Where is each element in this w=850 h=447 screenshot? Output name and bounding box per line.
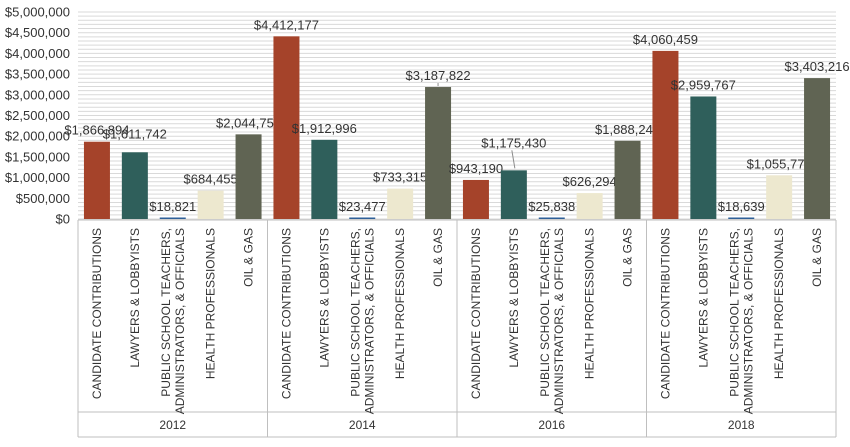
bar <box>121 152 148 219</box>
y-tick-label: $4,000,000 <box>5 46 70 61</box>
data-label: $4,412,177 <box>254 17 319 32</box>
category-label: LAWYERS & LOBBYISTS <box>128 228 142 368</box>
data-label: $626,294 <box>563 174 617 189</box>
category-label: LAWYERS & LOBBYISTS <box>317 228 331 368</box>
data-label: $1,611,742 <box>103 127 167 142</box>
category-label: ADMINISTRATORS, & OFFICIALS <box>362 228 376 414</box>
category-label: LAWYERS & LOBBYISTS <box>696 228 710 368</box>
bar <box>500 170 527 219</box>
category-label: OIL & GAS <box>431 228 445 287</box>
data-label: $18,821 <box>149 199 196 214</box>
data-label: $18,639 <box>718 199 765 214</box>
data-label: $2,959,767 <box>671 77 736 92</box>
data-label: $943,190 <box>449 161 503 176</box>
category-label: PUBLIC SCHOOL TEACHERS, <box>727 228 741 397</box>
bar <box>387 188 414 219</box>
bar <box>538 217 565 219</box>
category-label: OIL & GAS <box>810 228 824 287</box>
category-label: OIL & GAS <box>242 228 256 287</box>
y-tick-label: $1,500,000 <box>5 149 70 164</box>
category-label: CANDIDATE CONTRIBUTIONS <box>90 228 104 399</box>
category-label: OIL & GAS <box>621 228 635 287</box>
y-tick-label: $5,000,000 <box>5 5 70 20</box>
y-tick-label: $2,000,000 <box>5 129 70 144</box>
group-label-year: 2014 <box>349 418 376 432</box>
category-label: HEALTH PROFESSIONALS <box>204 228 218 379</box>
data-label: $23,477 <box>339 199 386 214</box>
bar <box>766 175 793 219</box>
data-label: $4,060,459 <box>633 32 698 47</box>
y-tick-label: $0 <box>56 212 70 227</box>
group-label-year: 2012 <box>159 418 186 432</box>
data-label: $2,044,754 <box>216 115 281 130</box>
y-tick-label: $4,500,000 <box>5 25 70 40</box>
data-label: $684,455 <box>184 172 238 187</box>
y-tick-label: $2,500,000 <box>5 108 70 123</box>
bar <box>690 96 717 219</box>
bar <box>576 193 603 219</box>
data-label: $1,888,243 <box>595 122 660 137</box>
bar <box>159 217 186 219</box>
category-label: PUBLIC SCHOOL TEACHERS, <box>538 228 552 397</box>
category-label: CANDIDATE CONTRIBUTIONS <box>279 228 293 399</box>
data-label: $3,403,216 <box>785 59 850 74</box>
category-label: ADMINISTRATORS, & OFFICIALS <box>552 228 566 414</box>
category-label: HEALTH PROFESSIONALS <box>583 228 597 379</box>
group-label-year: 2016 <box>538 418 565 432</box>
category-label: CANDIDATE CONTRIBUTIONS <box>469 228 483 399</box>
bar <box>349 217 376 219</box>
data-label: $1,866,894 <box>64 123 129 138</box>
category-label: PUBLIC SCHOOL TEACHERS, <box>159 228 173 397</box>
y-tick-label: $3,500,000 <box>5 67 70 82</box>
y-tick-label: $3,000,000 <box>5 87 70 102</box>
bar <box>728 217 755 219</box>
bar <box>83 141 110 219</box>
bar <box>197 190 224 219</box>
category-label: HEALTH PROFESSIONALS <box>772 228 786 379</box>
bar <box>462 179 489 219</box>
category-label: ADMINISTRATORS, & OFFICIALS <box>741 228 755 414</box>
data-label: $1,055,775 <box>747 156 812 171</box>
bar <box>273 36 300 219</box>
bar <box>425 87 452 219</box>
bar <box>311 139 338 219</box>
bar <box>804 78 831 219</box>
data-label: $1,912,996 <box>292 121 357 136</box>
category-label: CANDIDATE CONTRIBUTIONS <box>658 228 672 399</box>
bar <box>652 50 679 219</box>
data-label: $25,838 <box>528 199 575 214</box>
data-label: $1,175,430 <box>481 135 546 150</box>
category-label: ADMINISTRATORS, & OFFICIALS <box>173 228 187 414</box>
y-tick-label: $500,000 <box>16 191 70 206</box>
category-label: LAWYERS & LOBBYISTS <box>507 228 521 368</box>
data-label: $3,187,822 <box>406 68 471 83</box>
category-label: HEALTH PROFESSIONALS <box>393 228 407 379</box>
bar <box>235 134 262 219</box>
y-tick-label: $1,000,000 <box>5 170 70 185</box>
group-label-year: 2018 <box>728 418 755 432</box>
category-label: PUBLIC SCHOOL TEACHERS, <box>348 228 362 397</box>
leader-line <box>511 150 516 169</box>
bar <box>614 140 641 219</box>
data-label: $733,315 <box>373 170 427 185</box>
